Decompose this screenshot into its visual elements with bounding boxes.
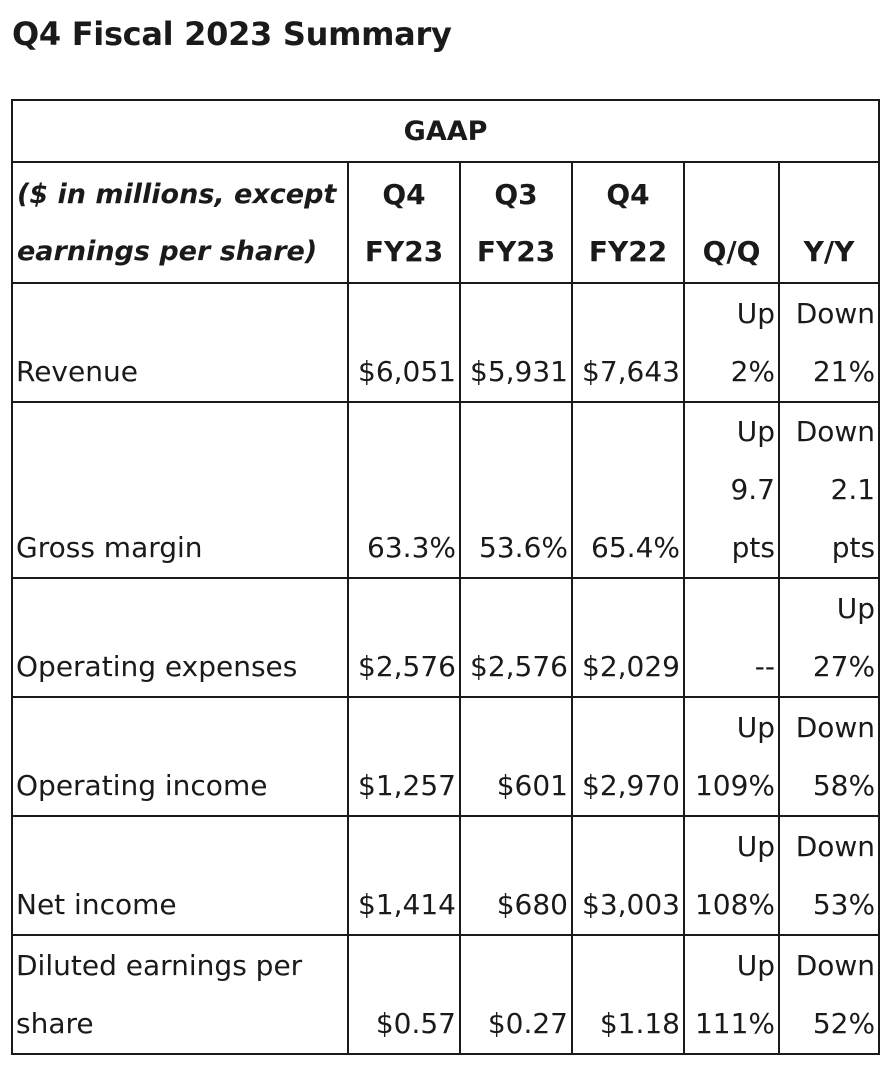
gaap-summary-table: GAAP ($ in millions, except earnings per… [10,99,881,1055]
cell-yy-line: Down [795,297,876,330]
cell-qq: Up 109% [683,696,780,817]
cell-qq: Up 111% [683,934,780,1055]
cell-qq-line: Up [736,949,775,982]
cell-q3fy23: $601 [459,696,573,817]
row-label-line: share [16,1007,94,1040]
cell-yy-line: Up [836,592,876,625]
row-label-operating-expenses: Operating expenses [11,577,349,698]
cell-yy: Up 27% [777,577,881,698]
cell-q4fy23: $2,576 [347,577,461,698]
cell-yy-line: Down [795,949,876,982]
row-label-operating-income: Operating income [11,696,349,817]
cell-yy: Down 52% [777,934,881,1055]
cell-q4fy23: $6,051 [347,282,461,403]
row-label-net-income: Net income [11,815,349,936]
column-header-q3fy23: Q3 FY23 [459,161,573,284]
row-label-line: Diluted earnings per [16,949,303,982]
cell-q4fy23: 63.3% [347,401,461,579]
column-header-line-2: FY22 [588,234,668,268]
cell-yy-line: 27% [812,650,876,683]
cell-qq: -- [683,577,780,698]
page-title: Q4 Fiscal 2023 Summary [12,15,452,53]
cell-qq: Up 108% [683,815,780,936]
table-column-header-row: ($ in millions, except earnings per shar… [11,161,881,284]
column-header-line-1: Q3 [494,177,538,211]
cell-yy: Down 58% [777,696,881,817]
column-header-line-1: Q4 [382,177,426,211]
cell-qq-line: 2% [730,355,775,388]
table-section-header-row: GAAP [10,99,881,163]
cell-qq-line: Up [736,297,775,330]
cell-qq-line: 109% [694,769,775,802]
column-header-yy: Y/Y [777,161,881,284]
column-header-line-2: FY23 [364,234,444,268]
units-header-line-1: ($ in millions, except [17,178,337,210]
cell-q4fy22: $2,970 [571,696,685,817]
row-label-diluted-eps: Diluted earnings per share [11,934,349,1055]
cell-yy-line: 2.1 [830,473,876,506]
gaap-header: GAAP [10,99,881,163]
cell-qq-line: -- [754,650,775,683]
cell-yy: Down 21% [777,282,881,403]
table-row-operating-income: Operating income $1,257 $601 $2,970 Up 1… [11,696,881,817]
table-row-gross-margin: Gross margin 63.3% 53.6% 65.4% Up 9.7 pt… [11,401,881,579]
column-header-qq: Q/Q [683,161,780,284]
column-header-line-2: Y/Y [803,235,855,268]
cell-yy-line: 53% [812,888,876,921]
column-header-line-1: Q4 [606,177,650,211]
cell-qq: Up 2% [683,282,780,403]
units-header: ($ in millions, except earnings per shar… [11,161,349,284]
row-label-gross-margin: Gross margin [11,401,349,579]
cell-q3fy23: $0.27 [459,934,573,1055]
row-label-revenue: Revenue [11,282,349,403]
cell-yy-line: Down [795,711,876,744]
cell-q3fy23: 53.6% [459,401,573,579]
cell-q3fy23: $2,576 [459,577,573,698]
cell-qq-line: 111% [694,1007,775,1040]
column-header-q4fy22: Q4 FY22 [571,161,685,284]
cell-q4fy22: $3,003 [571,815,685,936]
table-row-revenue: Revenue $6,051 $5,931 $7,643 Up 2% Down … [11,282,881,403]
table-row-diluted-eps: Diluted earnings per share $0.57 $0.27 $… [11,934,881,1055]
column-header-line-2: Q/Q [702,235,761,268]
column-header-line-2: FY23 [476,234,556,268]
cell-yy: Down 2.1 pts [777,401,881,579]
cell-q4fy23: $0.57 [347,934,461,1055]
cell-qq-line: 108% [694,888,775,921]
cell-qq-line: pts [731,531,775,564]
cell-yy: Down 53% [777,815,881,936]
cell-q4fy22: 65.4% [571,401,685,579]
cell-yy-line: pts [831,531,876,564]
cell-q3fy23: $680 [459,815,573,936]
cell-yy-line: Down [795,830,876,863]
cell-qq-line: Up [736,711,775,744]
cell-q4fy23: $1,257 [347,696,461,817]
cell-yy-line: Down [795,415,876,448]
cell-q3fy23: $5,931 [459,282,573,403]
column-header-q4fy23: Q4 FY23 [347,161,461,284]
cell-q4fy22: $7,643 [571,282,685,403]
cell-qq-line: 9.7 [730,473,775,506]
cell-q4fy22: $1.18 [571,934,685,1055]
cell-qq: Up 9.7 pts [683,401,780,579]
cell-yy-line: 21% [812,355,876,388]
cell-q4fy23: $1,414 [347,815,461,936]
table-row-operating-expenses: Operating expenses $2,576 $2,576 $2,029 … [11,577,881,698]
cell-qq-line: Up [736,830,775,863]
table-row-net-income: Net income $1,414 $680 $3,003 Up 108% Do… [11,815,881,936]
units-header-line-2: earnings per share) [17,235,318,267]
cell-qq-line: Up [736,415,775,448]
cell-yy-line: 52% [812,1007,876,1040]
cell-q4fy22: $2,029 [571,577,685,698]
cell-yy-line: 58% [812,769,876,802]
